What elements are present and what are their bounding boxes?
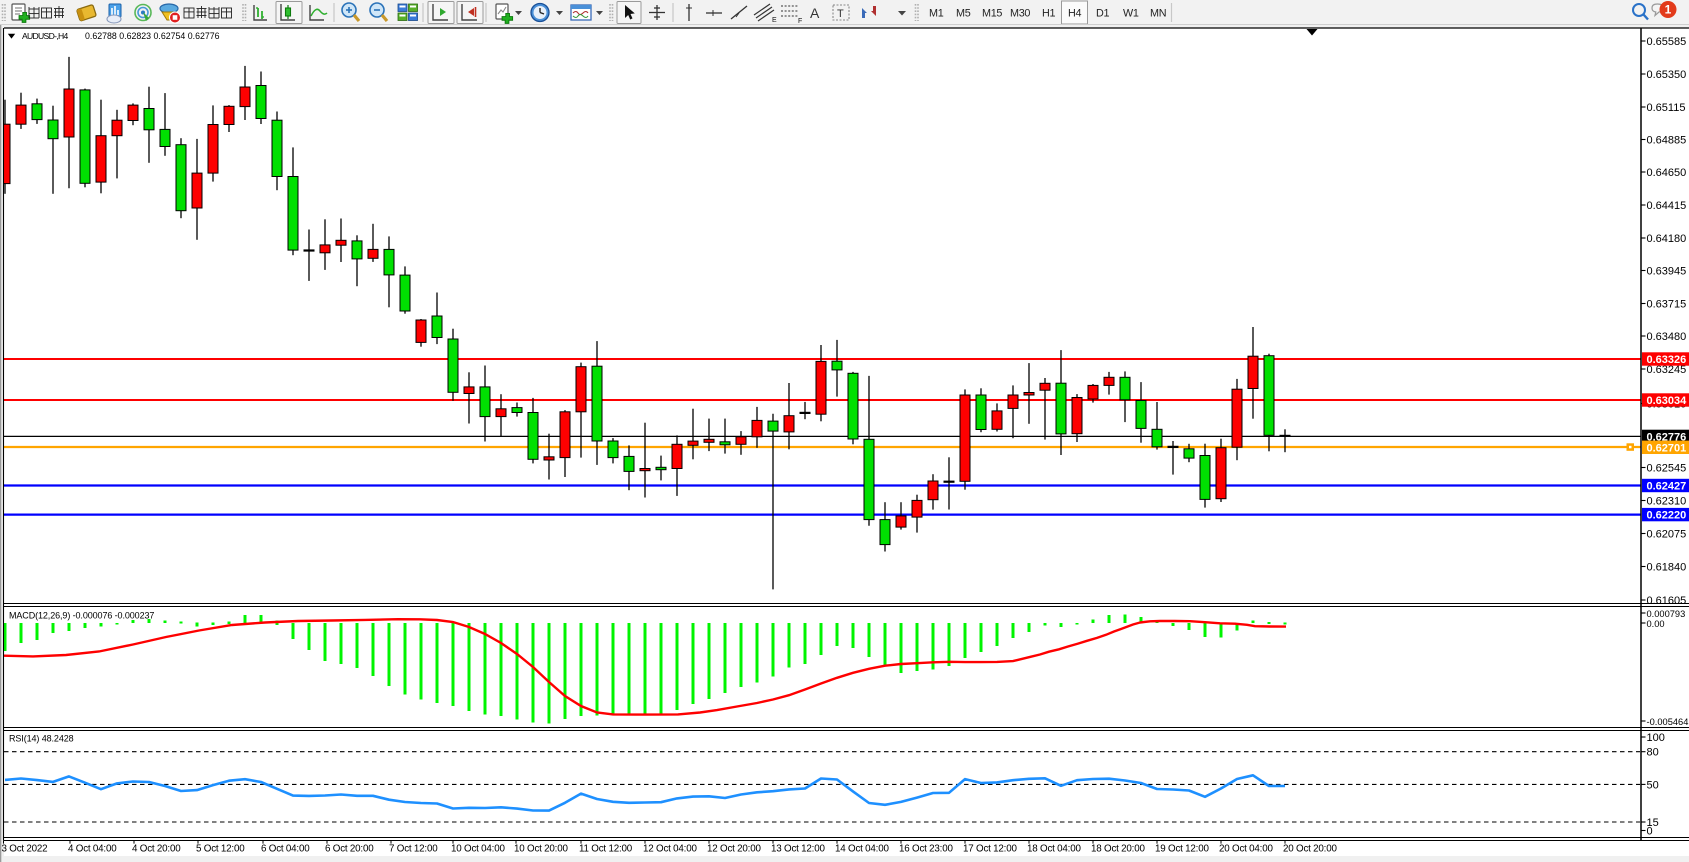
svg-text:19 Oct 12:00: 19 Oct 12:00 (1155, 844, 1209, 855)
svg-text:0.62075: 0.62075 (1647, 528, 1687, 540)
svg-text:10 Oct 04:00: 10 Oct 04:00 (451, 844, 505, 855)
svg-text:0.63245: 0.63245 (1647, 364, 1687, 376)
svg-text:F: F (798, 18, 802, 24)
svg-text:0.65115: 0.65115 (1647, 102, 1686, 114)
svg-text:0.00: 0.00 (1647, 619, 1665, 629)
svg-text:0.63034: 0.63034 (1647, 395, 1688, 407)
svg-text:D1: D1 (1096, 8, 1109, 20)
svg-text:-0.005464: -0.005464 (1647, 717, 1689, 727)
svg-text:H4: H4 (1068, 8, 1081, 20)
svg-text:0.65350: 0.65350 (1647, 69, 1687, 81)
svg-text:50: 50 (1647, 779, 1659, 791)
svg-text:0.63945: 0.63945 (1647, 265, 1687, 277)
svg-text:M15: M15 (982, 8, 1002, 20)
svg-text:17 Oct 12:00: 17 Oct 12:00 (963, 844, 1017, 855)
svg-text:0.62701: 0.62701 (1647, 442, 1687, 454)
svg-text:0.63715: 0.63715 (1647, 298, 1687, 310)
svg-text:0.64180: 0.64180 (1647, 233, 1687, 245)
svg-text:MN: MN (1150, 8, 1166, 20)
svg-text:H1: H1 (1042, 8, 1055, 20)
svg-text:18 Oct 04:00: 18 Oct 04:00 (1027, 844, 1081, 855)
svg-text:18 Oct 20:00: 18 Oct 20:00 (1091, 844, 1145, 855)
svg-text:20 Oct 04:00: 20 Oct 04:00 (1219, 844, 1273, 855)
svg-text:5 Oct 12:00: 5 Oct 12:00 (196, 844, 245, 855)
svg-text:0.62788 0.62823 0.62754 0.6277: 0.62788 0.62823 0.62754 0.62776 (85, 31, 220, 41)
svg-text:0.64415: 0.64415 (1647, 200, 1687, 212)
svg-text:0.63480: 0.63480 (1647, 331, 1687, 343)
svg-text:MACD(12,26,9) -0.000076 -0.000: MACD(12,26,9) -0.000076 -0.000237 (9, 610, 154, 620)
svg-text:13 Oct 12:00: 13 Oct 12:00 (771, 844, 825, 855)
svg-text:1: 1 (1665, 3, 1672, 17)
svg-text:M1: M1 (929, 8, 944, 20)
svg-text:0.62310: 0.62310 (1647, 495, 1687, 507)
svg-text:M30: M30 (1010, 8, 1030, 20)
svg-text:20 Oct 20:00: 20 Oct 20:00 (1283, 844, 1337, 855)
svg-text:12 Oct 20:00: 12 Oct 20:00 (707, 844, 761, 855)
svg-text:12 Oct 04:00: 12 Oct 04:00 (643, 844, 697, 855)
svg-text:10 Oct 20:00: 10 Oct 20:00 (514, 844, 568, 855)
svg-text:0.64650: 0.64650 (1647, 167, 1687, 179)
svg-text:15: 15 (1647, 817, 1659, 829)
svg-text:80: 80 (1647, 747, 1659, 759)
svg-text:0.61605: 0.61605 (1647, 595, 1687, 607)
svg-text:100: 100 (1647, 732, 1665, 744)
svg-text:7 Oct 12:00: 7 Oct 12:00 (389, 844, 438, 855)
svg-text:0.000793: 0.000793 (1647, 609, 1686, 619)
svg-text:0.64885: 0.64885 (1647, 134, 1687, 146)
svg-text:0.62545: 0.62545 (1647, 462, 1687, 474)
svg-text:6 Oct 04:00: 6 Oct 04:00 (261, 844, 310, 855)
svg-text:0.61840: 0.61840 (1647, 561, 1687, 573)
svg-text:0.63326: 0.63326 (1647, 354, 1687, 366)
svg-text:0.65585: 0.65585 (1647, 36, 1687, 48)
svg-text:E: E (772, 17, 777, 24)
svg-text:W1: W1 (1123, 8, 1139, 20)
svg-text:4 Oct 04:00: 4 Oct 04:00 (68, 844, 117, 855)
svg-text:3 Oct 2022: 3 Oct 2022 (2, 844, 48, 855)
svg-text:AUDUSD-,H4: AUDUSD-,H4 (22, 31, 68, 41)
svg-text:A: A (810, 5, 820, 21)
svg-text:16 Oct 23:00: 16 Oct 23:00 (899, 844, 953, 855)
svg-text:RSI(14) 48.2428: RSI(14) 48.2428 (9, 734, 74, 744)
svg-text:0.62776: 0.62776 (1647, 432, 1687, 444)
svg-text:M5: M5 (956, 8, 971, 20)
svg-text:14 Oct 04:00: 14 Oct 04:00 (835, 844, 889, 855)
svg-text:4 Oct 20:00: 4 Oct 20:00 (132, 844, 181, 855)
svg-text:0: 0 (1647, 825, 1653, 837)
svg-text:11 Oct 12:00: 11 Oct 12:00 (579, 844, 633, 855)
svg-text:6 Oct 20:00: 6 Oct 20:00 (325, 844, 374, 855)
svg-text:0.62220: 0.62220 (1647, 510, 1687, 522)
svg-text:0.62427: 0.62427 (1647, 481, 1687, 493)
svg-text:T: T (837, 8, 844, 20)
